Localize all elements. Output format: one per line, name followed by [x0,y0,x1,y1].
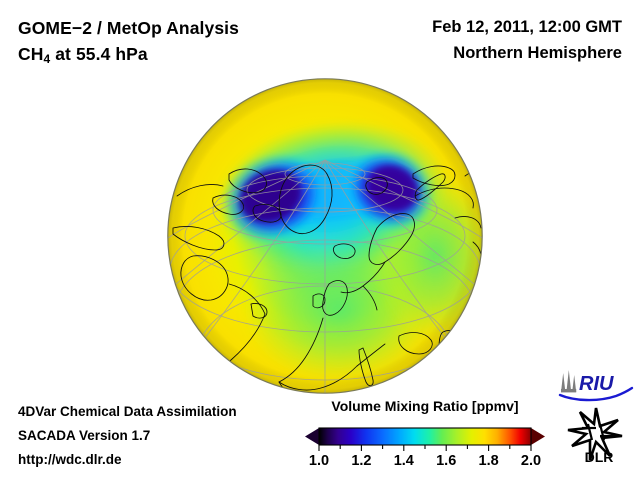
colorbar-tick-label: 1.8 [479,453,499,468]
globe-field-layer [168,79,482,393]
url-label[interactable]: http://wdc.dlr.de [18,452,122,467]
riu-towers-icon [561,370,577,393]
dlr-wordmark: DLR [585,449,614,464]
colorbar-tick-label: 1.2 [351,453,371,468]
colorbar: Volume Mixing Ratio [ppmv] [300,398,550,468]
species-formula-subscript: 4 [43,52,51,66]
version-label: SACADA Version 1.7 [18,428,151,443]
colorbar-gradient [319,428,531,445]
colorbar-extend-min [305,428,319,445]
colorbar-tick-label: 1.0 [309,453,329,468]
coastlines [172,164,482,393]
dlr-mark-icon [567,407,623,461]
colorbar-title: Volume Mixing Ratio [ppmv] [331,398,519,414]
region-label: Northern Hemisphere [453,44,622,62]
colorbar-tick-label: 1.6 [436,453,456,468]
species-formula-prefix: CH [18,44,44,64]
datetime-label: Feb 12, 2011, 12:00 GMT [432,18,622,36]
colorbar-scale: 1.0 1.2 1.4 1.6 1.8 2.0 [305,427,545,468]
colorbar-tick-label: 2.0 [521,453,541,468]
dlr-logo: DLR [566,406,632,465]
species-level-suffix: at 55.4 hPa [50,44,148,64]
globe-map [167,78,483,394]
riu-logo: RIU [558,368,634,402]
colorbar-extend-max [531,428,545,445]
riu-swoosh-icon [558,386,634,402]
dlr-mark-detail-icon [582,423,614,441]
colorbar-tick-label: 1.4 [394,453,414,468]
colorbar-ticks [318,445,532,451]
method-label: 4DVar Chemical Data Assimilation [18,404,237,419]
riu-wordmark: RIU [579,373,614,395]
page-title: GOME−2 / MetOp Analysis [18,18,239,38]
globe-limb-outline [167,78,483,394]
species-level-label: CH4 at 55.4 hPa [18,44,148,66]
colorbar-tick-labels: 1.0 1.2 1.4 1.6 1.8 2.0 [309,453,541,468]
